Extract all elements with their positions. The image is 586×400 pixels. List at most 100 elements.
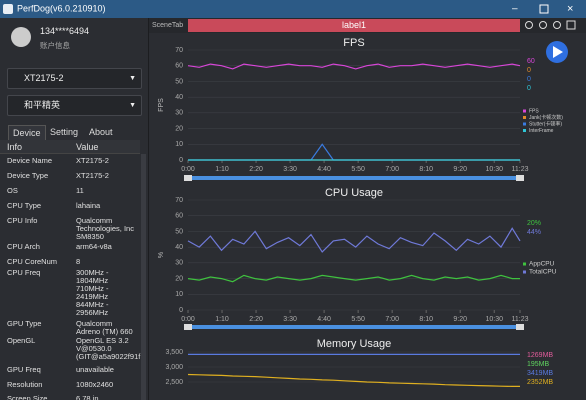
info-label: OS [7, 186, 18, 195]
scroll-handle [516, 175, 524, 181]
scroll-handle [516, 324, 524, 330]
current-value: 60 [527, 58, 535, 65]
x-tick-label: 11:23 [512, 166, 529, 173]
y-tick-label: 50 [175, 228, 183, 235]
y-tick-label: 10 [175, 291, 183, 298]
x-tick-label: 8:10 [419, 316, 433, 323]
info-value: SM8350 [76, 232, 104, 241]
info-value: 710MHz - [76, 284, 109, 293]
info-value: 2419MHz [76, 292, 109, 301]
y-axis-label: FPS [158, 98, 165, 112]
info-label: Screen Size [7, 394, 48, 400]
app-select[interactable]: 和平精英 ▼ [7, 95, 142, 116]
info-value: XT2175-2 [76, 156, 109, 165]
info-value: V@0530.0 [76, 344, 112, 353]
legend-swatch [523, 129, 526, 132]
x-tick-label: 7:00 [385, 166, 399, 173]
y-tick-label: 3,000 [165, 364, 183, 371]
x-tick-label: 2:20 [249, 166, 263, 173]
x-tick-label: 4:40 [317, 166, 331, 173]
info-value: Qualcomm [76, 216, 113, 225]
info-label: Device Name [7, 156, 53, 165]
info-value: 8 [76, 257, 81, 266]
current-value: 2352MB [527, 379, 553, 386]
device-name: XT2175-2 [24, 73, 64, 83]
tab-about[interactable]: About [89, 127, 113, 137]
y-tick-label: 10 [175, 141, 183, 148]
info-value: XT2175-2 [76, 171, 109, 180]
minimize-button[interactable]: – [512, 4, 518, 15]
scroll-handle [184, 324, 192, 330]
info-label: CPU Freq [7, 268, 41, 277]
info-value: lahaina [76, 201, 101, 210]
tab-device[interactable]: Device [8, 125, 46, 140]
legend-swatch [523, 122, 526, 126]
info-value: 1080x2460 [76, 380, 114, 389]
x-tick-label: 0:00 [181, 316, 195, 323]
x-tick-label: 0:00 [181, 166, 195, 173]
maximize-button[interactable] [539, 4, 549, 14]
info-value: 2956MHz [76, 308, 109, 317]
y-tick-label: 30 [175, 260, 183, 267]
info-label: GPU Type [7, 319, 42, 328]
info-value: Adreno (TM) 660 [76, 327, 133, 336]
scrollbar[interactable] [141, 154, 146, 400]
info-label: OpenGL [7, 336, 36, 345]
account-info[interactable]: 账户信息 [40, 41, 70, 50]
current-value: 20% [527, 220, 541, 227]
table-header [0, 140, 140, 154]
title-bar [0, 0, 586, 18]
info-value: 1804MHz [76, 276, 109, 285]
timeline-scrollbar [186, 176, 522, 180]
x-tick-label: 4:40 [317, 316, 331, 323]
device-select[interactable]: XT2175-2 ▼ [7, 68, 142, 89]
legend-swatch [523, 116, 526, 119]
y-tick-label: 20 [175, 125, 183, 132]
timeline-scrollbar [186, 325, 522, 329]
y-tick-label: 30 [175, 110, 183, 117]
chart-title: FPS [343, 37, 364, 49]
tab-setting[interactable]: Setting [50, 127, 79, 137]
info-value: arm64-v8a [76, 242, 112, 251]
info-label: Resolution [7, 380, 43, 389]
y-tick-label: 0 [179, 307, 183, 314]
y-tick-label: 0 [179, 157, 183, 164]
x-tick-label: 1:10 [215, 316, 229, 323]
scene-tab[interactable] [188, 19, 520, 32]
y-tick-label: 70 [175, 197, 183, 204]
y-tick-label: 40 [175, 94, 183, 101]
info-label: Device Type [7, 171, 49, 180]
y-tick-label: 70 [175, 47, 183, 54]
scroll-handle [184, 175, 192, 181]
sidebar: 134****6494 账户信息 XT2175-2 ▼ 和平精英 ▼ Device … [0, 18, 149, 400]
info-label: GPU Freq [7, 365, 41, 374]
legend-entry: Stutter(卡顿率) [529, 120, 562, 127]
window-title: PerfDog(v6.0.210910) [17, 3, 106, 13]
x-tick-label: 2:20 [249, 316, 263, 323]
close-button[interactable]: × [567, 3, 573, 15]
legend-swatch [523, 109, 526, 113]
info-label: CPU Info [7, 216, 38, 225]
info-value: 6.78 in [76, 394, 99, 400]
current-value: 0 [527, 76, 531, 83]
info-value: Qualcomm [76, 319, 113, 328]
current-value: 3419MB [527, 370, 553, 377]
y-axis-label: % [158, 252, 165, 258]
play-icon [553, 46, 563, 58]
scene-tab-label: SceneTab [152, 22, 183, 29]
info-label: CPU Arch [7, 242, 40, 251]
current-value: 0 [527, 85, 531, 92]
legend-entry: TotalCPU [529, 269, 557, 276]
toolbar-icons[interactable] [525, 20, 576, 30]
user-name: 134****6494 [40, 26, 90, 36]
x-tick-label: 10:30 [485, 316, 503, 323]
info-label: CPU CoreNum [7, 257, 58, 266]
legend-entry: InterFrame [529, 128, 554, 134]
x-tick-label: 5:50 [351, 316, 365, 323]
header-value: Value [76, 142, 99, 152]
info-value: 300MHz - [76, 268, 109, 277]
info-value: Technologies, Inc [76, 224, 134, 233]
info-label: CPU Type [7, 201, 42, 210]
x-tick-label: 1:10 [215, 166, 229, 173]
y-tick-label: 40 [175, 244, 183, 251]
